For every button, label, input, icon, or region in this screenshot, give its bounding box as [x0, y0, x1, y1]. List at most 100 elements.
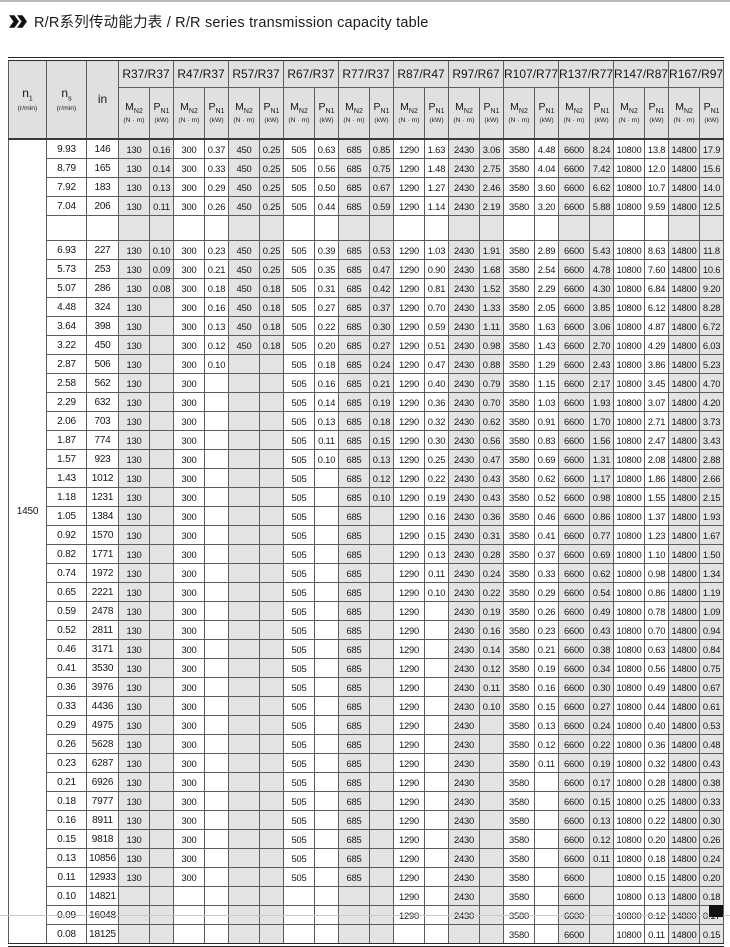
- cell-pn1: 0.47: [369, 259, 394, 279]
- cell-mn2: 6600: [558, 791, 591, 811]
- cell-mn2: 3580: [503, 177, 535, 197]
- cell-pn1: 0.75: [699, 658, 725, 678]
- cell-pn1: 1.03: [533, 392, 560, 412]
- cell-pn1: 1.55: [644, 487, 670, 507]
- cell-pn1: [479, 734, 504, 754]
- cell-mn2: 1290: [393, 810, 425, 830]
- cell-mn2: 300: [173, 392, 205, 412]
- cell-pn1: [479, 715, 504, 735]
- table-row: 1450 9.93 146 130 0.16 300 0.37 450 0.25 505 0.63 6…: [8, 138, 725, 946]
- cell-ns-output-speed: 0.26: [46, 734, 87, 754]
- cell-pn1: [314, 215, 339, 241]
- cell-mn2: 1290: [393, 715, 425, 735]
- cell-mn2: 300: [173, 715, 205, 735]
- cell-mn2: 6600: [558, 468, 591, 488]
- cell-pn1: [204, 696, 229, 716]
- table-row: 7.92 183 130 0.13 300 0.29 450 0.25 505 0.50 685 0.…: [9, 177, 725, 197]
- cell-pn1: 0.27: [589, 696, 615, 716]
- cell-mn2: 2430: [448, 886, 480, 906]
- cell-mn2: [338, 215, 370, 241]
- cell-mn2: 2430: [448, 582, 480, 602]
- cell-mn2: 505: [283, 335, 315, 355]
- cell-pn1: [149, 753, 174, 773]
- cell-mn2: 505: [283, 715, 315, 735]
- cell-ns-output-speed: 3.22: [46, 335, 87, 355]
- cell-pn1: 0.22: [424, 468, 449, 488]
- cell-pn1: [424, 924, 449, 946]
- cell-mn2: [393, 924, 425, 946]
- cell-mn2: 130: [118, 487, 150, 507]
- cell-pn1: [259, 772, 284, 792]
- table-row: 0.10 14821 1290 2430 3580 6600 10800 0.13 14800 0…: [9, 886, 725, 906]
- table-row: 0.52 2811 130 300 505 685 1290 2430 0.16 3580 0.23…: [9, 620, 725, 640]
- cell-pn1: [204, 563, 229, 583]
- cell-mn2: 2430: [448, 829, 480, 849]
- cell-in-ratio: 2478: [86, 601, 119, 621]
- cell-pn1: [204, 677, 229, 697]
- cell-mn2: 6600: [558, 240, 591, 260]
- cell-mn2: 14800: [668, 734, 701, 754]
- cell-pn1: [533, 924, 560, 946]
- cell-pn1: [149, 582, 174, 602]
- cell-ns-output-speed: 4.48: [46, 297, 87, 317]
- cell-mn2: 505: [283, 810, 315, 830]
- cell-pn1: [314, 734, 339, 754]
- cell-in-ratio: 3976: [86, 677, 119, 697]
- cell-pn1: [259, 620, 284, 640]
- cell-pn1: [149, 848, 174, 868]
- cell-mn2: 505: [283, 316, 315, 336]
- cell-pn1: 2.46: [479, 177, 504, 197]
- cell-pn1: [259, 449, 284, 469]
- cell-mn2: 1290: [393, 639, 425, 659]
- cell-mn2: [228, 430, 260, 450]
- cell-pn1: 0.24: [699, 848, 725, 868]
- cell-pn1: 2.17: [589, 373, 615, 393]
- cell-pn1: 0.15: [644, 867, 670, 887]
- cell-pn1: [314, 867, 339, 887]
- cell-pn1: 0.13: [369, 449, 394, 469]
- cell-mn2: [118, 215, 150, 241]
- cell-pn1: 0.54: [589, 582, 615, 602]
- cell-pn1: 2.29: [533, 278, 560, 298]
- cell-pn1: [369, 639, 394, 659]
- cell-mn2: 450: [228, 316, 260, 336]
- cell-mn2: 505: [283, 278, 315, 298]
- cell-pn1: 8.28: [699, 297, 725, 317]
- cell-pn1: [314, 582, 339, 602]
- cell-ns-output-speed: 0.74: [46, 563, 87, 583]
- cell-pn1: [149, 886, 174, 906]
- cell-pn1: [259, 506, 284, 526]
- cell-pn1: [369, 829, 394, 849]
- cell-in-ratio: 10856: [86, 848, 119, 868]
- cell-pn1: [314, 696, 339, 716]
- table-row: 1.43 1012 130 300 505 685 0.12 1290 0.22 2430 0.43…: [9, 468, 725, 488]
- cell-mn2: 685: [338, 658, 370, 678]
- cell-pn1: 1.33: [479, 297, 504, 317]
- col-header-pn1: PN1 (kW): [149, 87, 174, 140]
- cell-pn1: 6.12: [644, 297, 670, 317]
- col-header-mn2: MN2 (N · m): [283, 87, 315, 140]
- cell-mn2: 6600: [558, 867, 591, 887]
- cell-pn1: [149, 411, 174, 431]
- cell-pn1: 0.98: [479, 335, 504, 355]
- cell-mn2: 2430: [448, 696, 480, 716]
- cell-mn2: [228, 677, 260, 697]
- cell-ns-output-speed: 0.59: [46, 601, 87, 621]
- cell-mn2: 505: [283, 639, 315, 659]
- cell-pn1: [149, 620, 174, 640]
- cell-mn2: [393, 215, 425, 241]
- cell-pn1: 4.87: [644, 316, 670, 336]
- table-row: 0.21 6926 130 300 505 685 1290 2430 3580 6600 0.17…: [9, 772, 725, 792]
- cell-in-ratio: 923: [86, 449, 119, 469]
- cell-pn1: 14.0: [699, 177, 725, 197]
- double-chevron-icon: [9, 15, 27, 28]
- cell-mn2: 1290: [393, 772, 425, 792]
- cell-mn2: 10800: [613, 715, 646, 735]
- cell-mn2: 130: [118, 658, 150, 678]
- cell-mn2: 300: [173, 867, 205, 887]
- cell-mn2: 14800: [668, 449, 701, 469]
- cell-in-ratio: 1231: [86, 487, 119, 507]
- cell-mn2: 685: [338, 316, 370, 336]
- cell-mn2: 130: [118, 829, 150, 849]
- cell-mn2: 130: [118, 354, 150, 374]
